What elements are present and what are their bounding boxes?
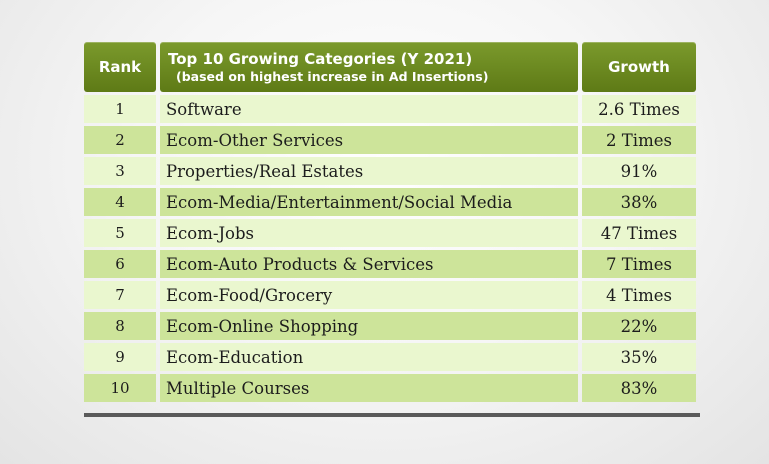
growth-cell: 83%	[582, 374, 696, 402]
category-cell: Ecom-Jobs	[160, 219, 578, 247]
table-row: 10 Multiple Courses 83%	[84, 374, 696, 402]
rank-cell: 3	[84, 157, 156, 185]
rank-cell: 10	[84, 374, 156, 402]
category-cell: Ecom-Online Shopping	[160, 312, 578, 340]
category-cell: Ecom-Food/Grocery	[160, 281, 578, 309]
growth-cell: 91%	[582, 157, 696, 185]
growth-categories-table: Rank Top 10 Growing Categories (Y 2021) …	[80, 39, 700, 405]
table-header-row: Rank Top 10 Growing Categories (Y 2021) …	[84, 42, 696, 92]
table-row: 3 Properties/Real Estates 91%	[84, 157, 696, 185]
table-row: 4 Ecom-Media/Entertainment/Social Media 38…	[84, 188, 696, 216]
category-cell: Ecom-Education	[160, 343, 578, 371]
category-column-header: Top 10 Growing Categories (Y 2021) (base…	[160, 42, 578, 92]
category-cell: Ecom-Auto Products & Services	[160, 250, 578, 278]
rank-cell: 7	[84, 281, 156, 309]
table-bottom-border	[84, 413, 700, 417]
table-row: 7 Ecom-Food/Grocery 4 Times	[84, 281, 696, 309]
category-cell: Properties/Real Estates	[160, 157, 578, 185]
rank-cell: 1	[84, 95, 156, 123]
category-cell: Ecom-Other Services	[160, 126, 578, 154]
growth-cell: 2 Times	[582, 126, 696, 154]
table-row: 9 Ecom-Education 35%	[84, 343, 696, 371]
growth-cell: 35%	[582, 343, 696, 371]
rank-cell: 6	[84, 250, 156, 278]
growth-cell: 47 Times	[582, 219, 696, 247]
table-row: 6 Ecom-Auto Products & Services 7 Times	[84, 250, 696, 278]
category-cell: Software	[160, 95, 578, 123]
table-row: 2 Ecom-Other Services 2 Times	[84, 126, 696, 154]
rank-column-header: Rank	[84, 42, 156, 92]
category-cell: Multiple Courses	[160, 374, 578, 402]
table-row: 1 Software 2.6 Times	[84, 95, 696, 123]
growth-cell: 4 Times	[582, 281, 696, 309]
growth-cell: 38%	[582, 188, 696, 216]
growth-cell: 7 Times	[582, 250, 696, 278]
rank-cell: 8	[84, 312, 156, 340]
growth-column-header: Growth	[582, 42, 696, 92]
table-body: 1 Software 2.6 Times 2 Ecom-Other Services 2 …	[84, 95, 696, 402]
growth-cell: 22%	[582, 312, 696, 340]
category-header-subtitle: (based on highest increase in Ad Inserti…	[176, 68, 489, 84]
rank-cell: 2	[84, 126, 156, 154]
table-row: 5 Ecom-Jobs 47 Times	[84, 219, 696, 247]
category-header-title: Top 10 Growing Categories (Y 2021)	[168, 49, 473, 68]
rank-cell: 9	[84, 343, 156, 371]
category-cell: Ecom-Media/Entertainment/Social Media	[160, 188, 578, 216]
rank-cell: 4	[84, 188, 156, 216]
growth-table-container: Rank Top 10 Growing Categories (Y 2021) …	[84, 39, 700, 405]
growth-cell: 2.6 Times	[582, 95, 696, 123]
table-row: 8 Ecom-Online Shopping 22%	[84, 312, 696, 340]
rank-cell: 5	[84, 219, 156, 247]
